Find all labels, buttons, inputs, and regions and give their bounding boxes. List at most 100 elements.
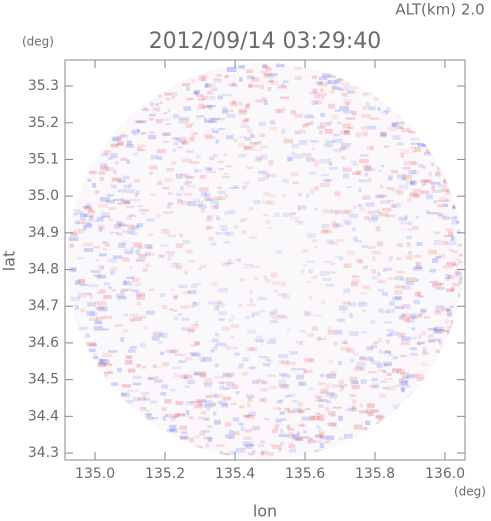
echo-field [68,63,463,458]
echo-speckle [297,431,301,435]
echo-speckle [334,223,341,227]
echo-speckle [335,78,341,84]
echo-speckle [407,130,417,134]
echo-speckle [147,377,154,380]
echo-speckle [259,398,265,402]
echo-speckle [416,341,425,345]
echo-speckle [307,281,312,284]
echo-speckle [365,408,372,414]
echo-speckle [355,258,363,263]
echo-speckle [264,417,270,421]
echo-speckle [241,230,247,235]
echo-speckle [319,414,326,417]
echo-speckle [257,177,265,182]
echo-speckle [358,260,364,264]
echo-speckle [213,306,220,311]
y-tick-label: 34.9 [28,225,59,241]
echo-speckle [258,355,265,359]
echo-speckle [109,231,119,234]
echo-speckle [215,231,221,235]
echo-speckle [370,145,374,151]
echo-speckle [169,428,179,433]
echo-speckle [139,208,150,212]
echo-speckle [217,300,222,305]
echo-speckle [127,389,134,393]
echo-speckle [97,301,107,306]
echo-speckle [386,187,395,190]
echo-speckle [103,282,110,286]
echo-speckle [299,381,307,387]
echo-speckle [343,219,352,225]
echo-speckle [193,91,198,94]
y-axis-label: lat [0,251,19,272]
echo-speckle [102,247,108,251]
echo-speckle [351,385,360,390]
echo-speckle [301,153,312,158]
echo-speckle [413,299,421,305]
echo-speckle [254,157,262,162]
echo-speckle [413,193,421,198]
echo-speckle [415,278,420,282]
echo-speckle [423,152,432,156]
echo-speckle [188,290,197,295]
echo-speckle [72,267,77,273]
echo-speckle [228,386,237,389]
echo-speckle [354,240,363,243]
echo-speckle [88,348,96,352]
echo-speckle [246,102,251,107]
echo-speckle [161,384,168,389]
echo-speckle [432,283,441,288]
echo-speckle [371,276,378,280]
echo-speckle [118,222,125,226]
echo-speckle [205,403,216,407]
echo-speckle [305,122,310,126]
echo-speckle [226,381,235,387]
echo-speckle [275,63,285,68]
echo-speckle [247,75,255,80]
y-tick-label: 35.1 [28,151,59,167]
echo-speckle [364,172,369,177]
echo-speckle [194,403,204,409]
echo-speckle [378,337,383,343]
echo-speckle [301,416,311,421]
echo-speckle [375,208,381,214]
echo-speckle [183,374,193,379]
echo-speckle [340,82,350,86]
echo-speckle [225,165,233,168]
echo-speckle [302,264,307,267]
echo-speckle [443,329,453,333]
echo-speckle [315,412,321,415]
echo-speckle [221,381,227,384]
echo-speckle [313,162,319,167]
echo-speckle [399,381,409,386]
echo-speckle [249,142,259,145]
x-tick-label: 135.4 [215,466,255,482]
echo-speckle [357,204,363,207]
echo-speckle [267,87,272,92]
echo-speckle [186,86,190,91]
echo-speckle [100,212,111,217]
echo-speckle [396,142,404,146]
echo-speckle [446,308,452,314]
echo-speckle [243,146,251,151]
echo-speckle [355,366,362,370]
echo-speckle [170,264,178,268]
echo-speckle [340,155,346,160]
echo-speckle [261,380,268,385]
echo-speckle [135,292,141,296]
echo-speckle [402,285,411,290]
echo-speckle [133,397,141,402]
echo-speckle [311,239,318,243]
echo-speckle [179,117,190,121]
echo-speckle [101,353,112,357]
echo-speckle [399,222,410,225]
echo-speckle [316,415,323,421]
echo-speckle [110,266,118,271]
echo-speckle [281,129,286,134]
echo-speckle [194,340,201,346]
echo-speckle [294,130,300,135]
echo-speckle [124,399,134,404]
echo-speckle [81,219,87,223]
echo-speckle [359,402,364,408]
echo-speckle [224,74,229,79]
